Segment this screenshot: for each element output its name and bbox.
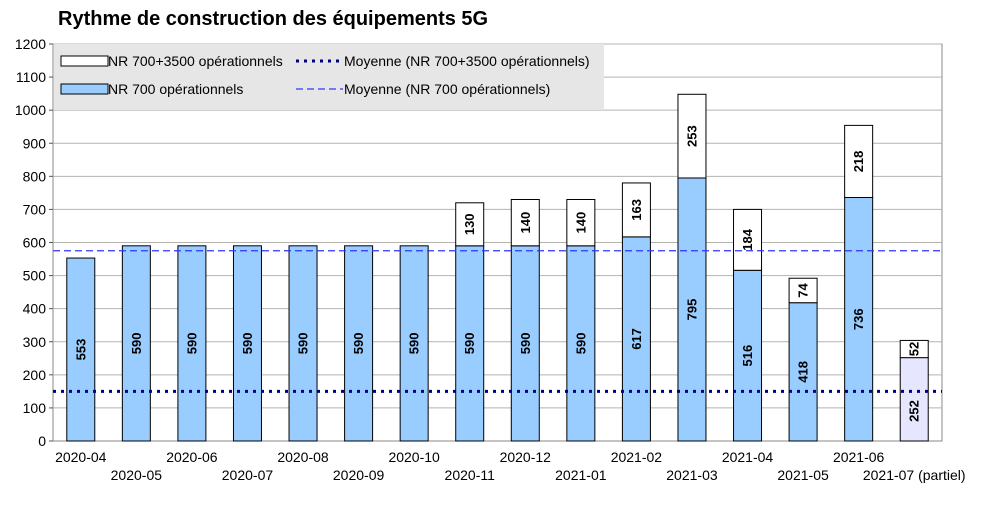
bar-nr700-3500: [844, 124, 874, 199]
x-tick-label: 2021-06: [833, 449, 885, 465]
data-label-nr700-3500: 140: [518, 212, 533, 234]
data-label-nr700: 516: [740, 345, 755, 367]
data-label-nr700: 617: [629, 328, 644, 350]
bar-nr700: [121, 245, 151, 442]
x-tick-label: 2020-12: [500, 449, 552, 465]
data-label-nr700-3500: 52: [907, 342, 922, 356]
x-tick-label: 2021-07 (partiel): [863, 467, 966, 483]
x-tick-label: 2021-04: [722, 449, 774, 465]
data-label-nr700: 590: [240, 333, 255, 355]
bar-nr700: [399, 245, 429, 442]
data-label-nr700-3500: 218: [851, 151, 866, 173]
data-label-nr700-3500: 163: [629, 199, 644, 221]
y-tick-label: 1100: [16, 69, 46, 85]
legend-label-nr700: NR 700 opérationnels: [108, 81, 243, 97]
y-tick-label: 1000: [15, 102, 46, 118]
bar-nr700-3500: [566, 198, 596, 247]
x-tick-label: 2020-11: [445, 467, 496, 483]
data-label-nr700: 418: [796, 361, 811, 383]
legend-label-average-nr700: Moyenne (NR 700 opérationnels): [344, 81, 550, 97]
bar-nr700: [66, 257, 96, 442]
x-tick-label: 2021-02: [611, 449, 663, 465]
y-tick-label: 900: [23, 135, 47, 151]
x-tick-label: 2020-04: [55, 449, 107, 465]
y-tick-label: 300: [23, 334, 47, 350]
data-label-nr700: 590: [573, 333, 588, 355]
bar-nr700: [232, 245, 262, 442]
data-label-nr700-3500: 253: [684, 125, 699, 147]
y-tick-label: 400: [23, 301, 47, 317]
x-tick-label: 2020-09: [333, 467, 385, 483]
bar-nr700-3500: [677, 93, 707, 179]
bar-nr700-3500: [510, 198, 540, 247]
bar-nr700: [566, 245, 596, 442]
x-tick-label: 2020-05: [111, 467, 163, 483]
bar-nr700: [177, 245, 207, 442]
bar-nr700: [844, 197, 874, 442]
legend-swatch-nr700-3500: [60, 55, 109, 67]
legend-label-nr700-3500: NR 700+3500 opérationnels: [108, 53, 283, 69]
y-tick-label: 200: [23, 367, 47, 383]
y-tick-label: 0: [38, 433, 46, 449]
data-label-nr700-3500: 140: [573, 212, 588, 234]
legend-label-average-total: Moyenne (NR 700+3500 opérationnels): [344, 53, 590, 69]
legend-box: [54, 44, 604, 110]
bar-nr700: [621, 236, 651, 442]
data-label-nr700: 553: [73, 339, 88, 361]
bar-nr700: [455, 245, 485, 442]
data-label-nr700: 590: [184, 333, 199, 355]
data-label-nr700: 590: [407, 333, 422, 355]
y-tick-label: 500: [23, 268, 47, 284]
data-label-nr700-3500: 74: [796, 282, 811, 297]
data-label-nr700: 590: [518, 333, 533, 355]
data-label-nr700: 590: [129, 333, 144, 355]
x-tick-label: 2020-10: [388, 449, 440, 465]
data-label-nr700: 590: [351, 333, 366, 355]
bar-nr700-3500: [733, 208, 763, 271]
y-tick-label: 600: [23, 235, 47, 251]
y-tick-label: 100: [23, 400, 47, 416]
data-label-nr700: 795: [684, 299, 699, 321]
bar-nr700: [510, 245, 540, 442]
legend-swatch-nr700: [60, 83, 109, 95]
data-label-nr700: 590: [462, 333, 477, 355]
bar-nr700-3500: [899, 339, 929, 359]
bar-nr700-3500: [621, 182, 651, 238]
y-tick-label: 1200: [15, 36, 46, 52]
bar-nr700: [288, 245, 318, 442]
x-tick-label: 2020-06: [166, 449, 218, 465]
bar-nr700-3500: [455, 202, 485, 247]
data-label-nr700-3500: 130: [462, 213, 477, 235]
data-label-nr700-3500: 184: [740, 228, 755, 250]
data-label-nr700: 736: [851, 308, 866, 330]
data-label-nr700: 590: [296, 333, 311, 355]
chart-title: Rythme de construction des équipements 5…: [58, 8, 489, 30]
data-label-nr700: 252: [907, 400, 922, 422]
bar-nr700: [899, 357, 929, 442]
bar-nr700: [788, 302, 818, 442]
x-tick-label: 2020-08: [277, 449, 329, 465]
x-tick-label: 2021-05: [777, 467, 829, 483]
x-tick-label: 2020-07: [222, 467, 274, 483]
x-tick-label: 2021-01: [555, 467, 607, 483]
bar-nr700: [344, 245, 374, 442]
x-tick-label: 2021-03: [666, 467, 718, 483]
bar-nr700: [733, 269, 763, 442]
bar-nr700: [677, 177, 707, 442]
y-tick-label: 800: [23, 168, 47, 184]
y-tick-label: 700: [23, 201, 47, 217]
bar-nr700-3500: [788, 277, 818, 304]
